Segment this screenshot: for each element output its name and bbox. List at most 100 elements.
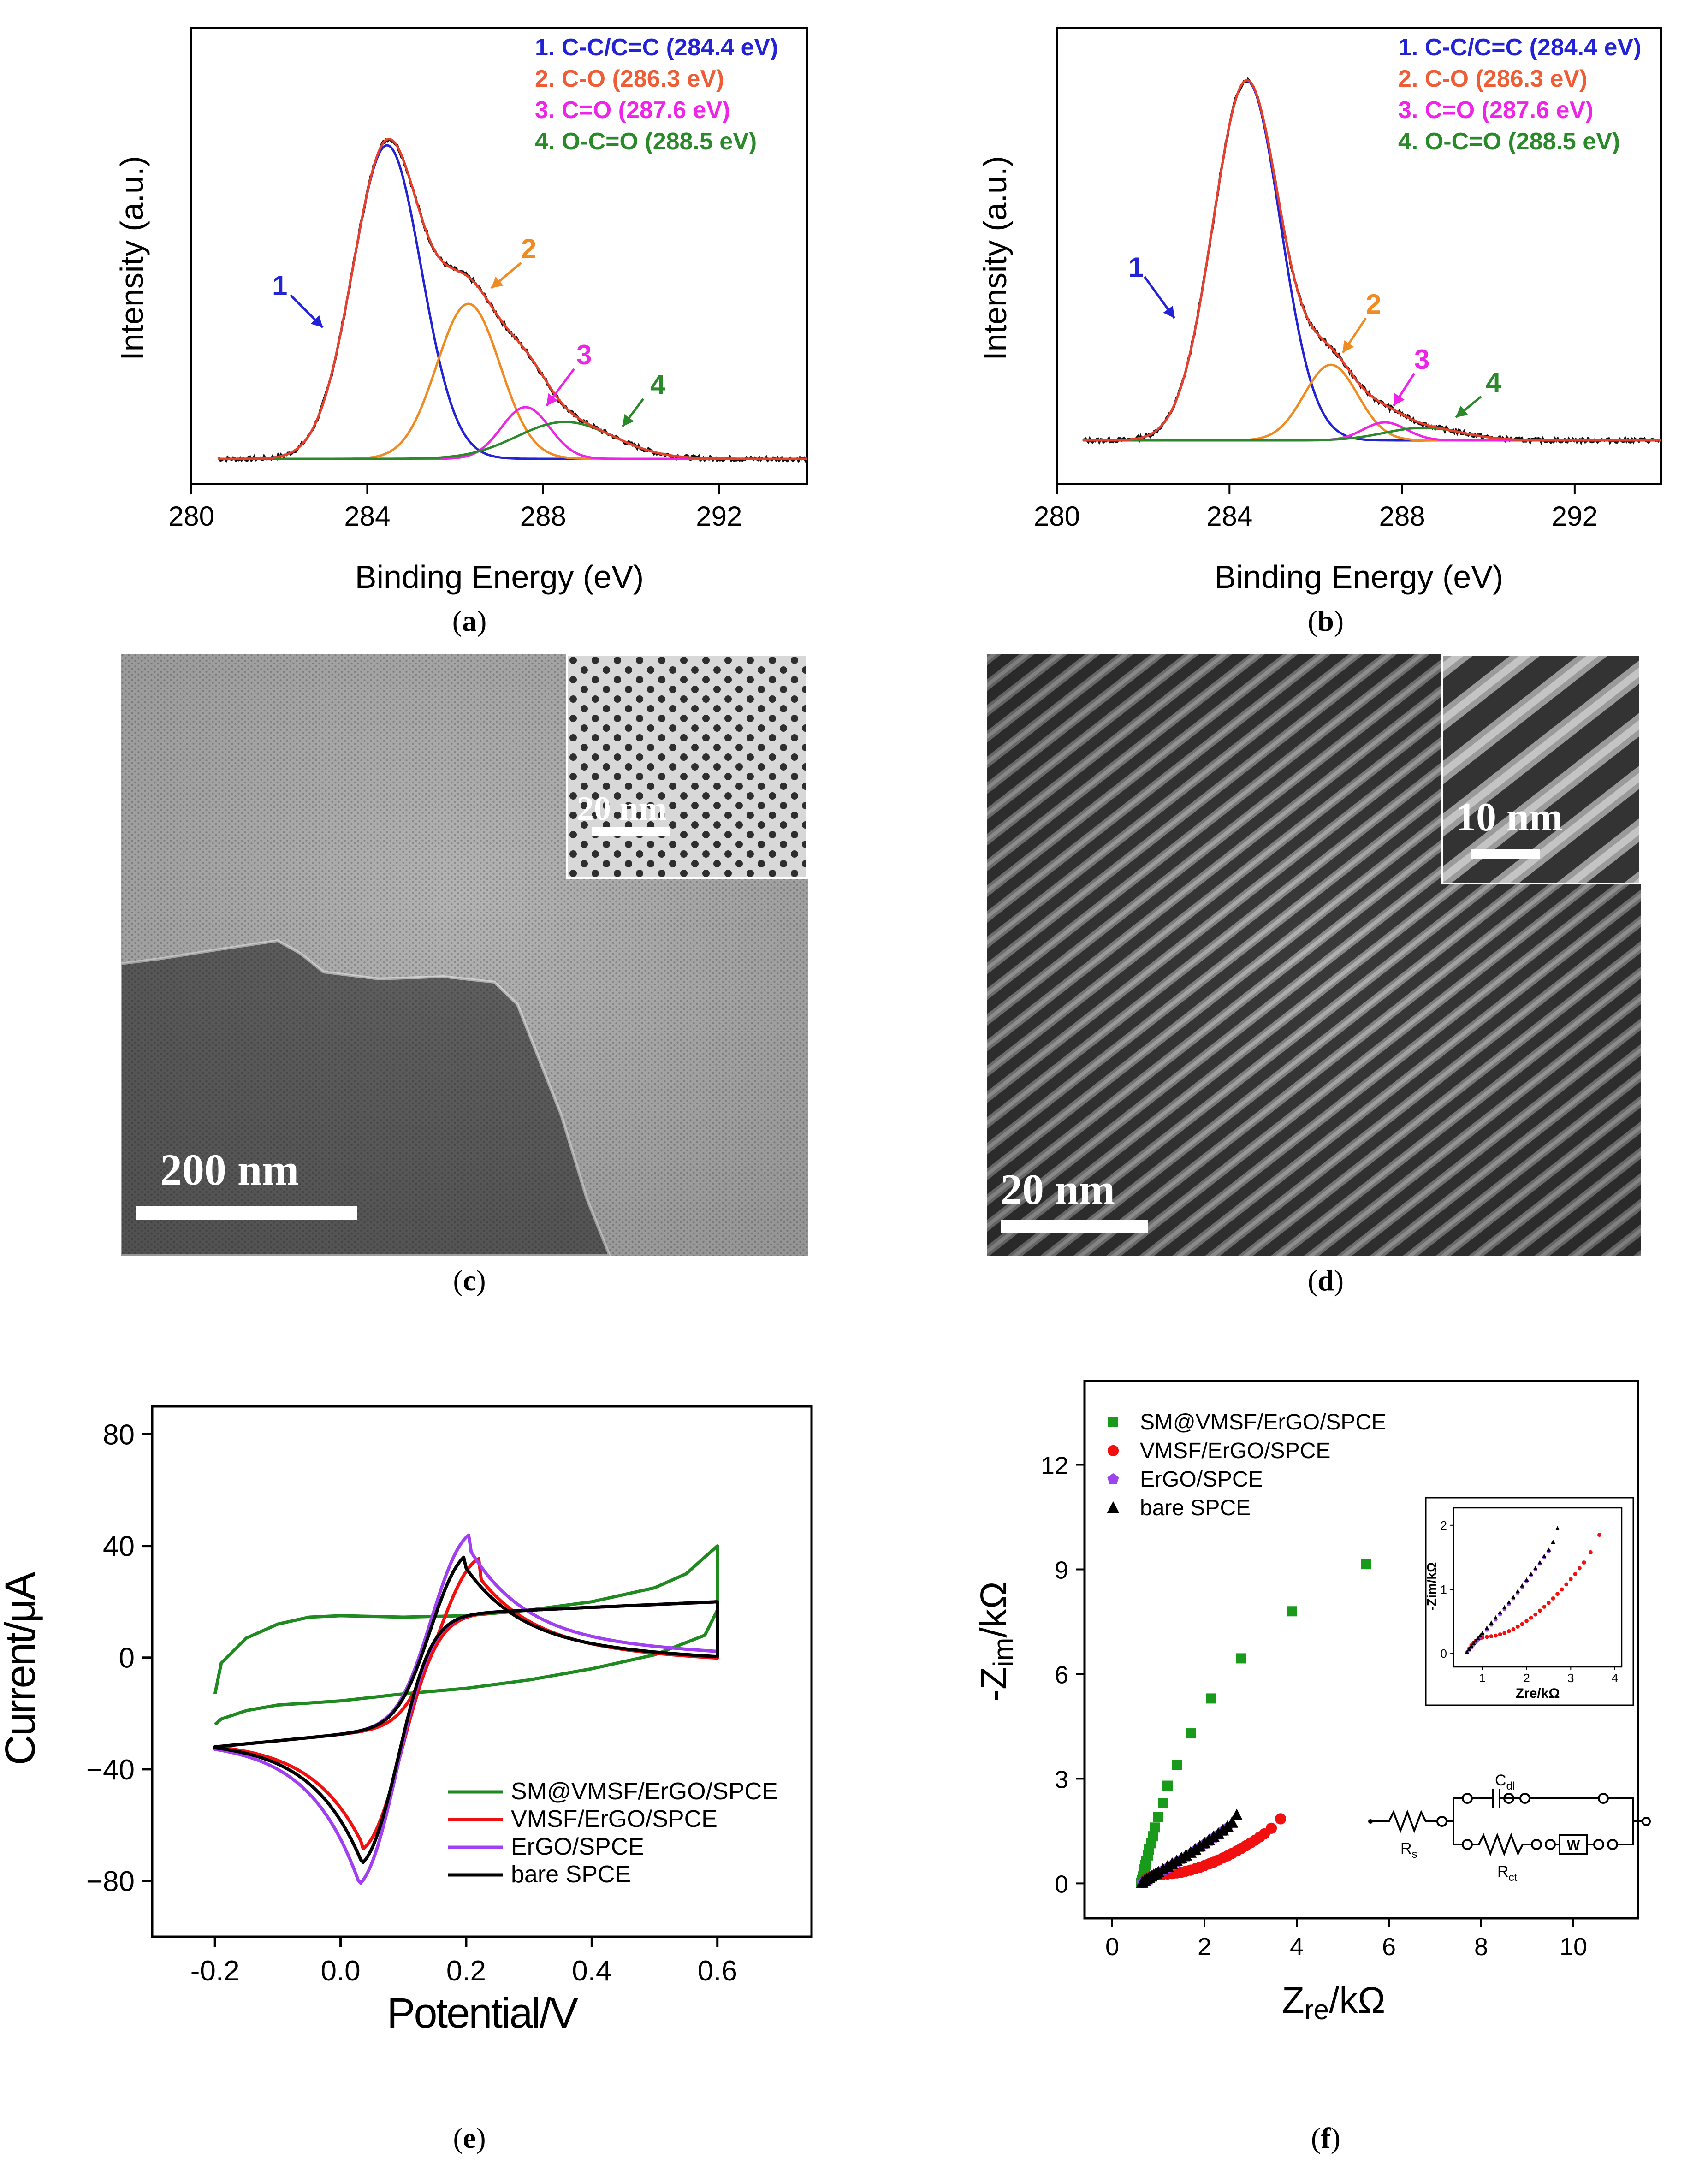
peak-label-2: 2: [1366, 289, 1381, 320]
tem-texture-c: [121, 654, 808, 1256]
inset-y-tick-label: 0: [1441, 1647, 1447, 1660]
plot-frame: [190, 27, 808, 485]
data-point: [1529, 1615, 1533, 1620]
legend-entry: VMSF/ErGO/SPCE: [1140, 1439, 1330, 1463]
data-point: [1515, 1589, 1520, 1594]
inset-y-label: -Zim/kΩ: [1424, 1562, 1439, 1611]
data-point: [1506, 1629, 1511, 1633]
data-point: [1150, 1822, 1160, 1833]
peak-label-3: 3: [576, 339, 592, 370]
data-point: [1564, 1582, 1569, 1587]
data-point: [1547, 1601, 1551, 1605]
y-tick-label: −80: [86, 1866, 135, 1897]
xps-chart-b: 280 284 288 292 1. C-C/C=C (284.4 eV) 2. C-O…: [977, 27, 1662, 595]
data-point: [1502, 1631, 1507, 1635]
x-tick-label: 288: [1379, 501, 1425, 532]
inset-frame: [1453, 1507, 1623, 1668]
peak-arrowhead: [491, 276, 504, 288]
legend-entry: SM@VMSF/ErGO/SPCE: [1140, 1410, 1386, 1435]
x-tick-label: 292: [696, 501, 742, 532]
x-tick-label: 280: [168, 501, 214, 532]
data-point: [1520, 1583, 1524, 1588]
component-curve-3: [1083, 421, 1661, 442]
data-point: [1153, 1812, 1163, 1822]
data-point: [1597, 1533, 1601, 1537]
warburg-label: W: [1567, 1838, 1580, 1853]
label-rct: Rct: [1497, 1863, 1518, 1884]
data-point: [1485, 1635, 1489, 1639]
scale-bar-main: [136, 1206, 357, 1220]
data-point: [1511, 1627, 1516, 1631]
peak-arrowhead: [1394, 393, 1405, 406]
data-point: [1582, 1560, 1586, 1565]
circuit-node: [1462, 1839, 1473, 1850]
envelope-curve: [218, 137, 807, 460]
legend-entry: VMSF/ErGO/SPCE: [511, 1806, 718, 1832]
y-axis-label: Intensity (a.u.): [114, 156, 150, 361]
y-tick-label: −40: [86, 1754, 135, 1786]
peak-arrowhead: [310, 315, 323, 327]
x-tick-label: 288: [520, 501, 566, 532]
scale-label-inset: 10 nm: [1456, 795, 1563, 840]
data-point: [1533, 1612, 1538, 1617]
scale-label-main: 200 nm: [160, 1145, 299, 1194]
x-tick-label: 284: [1206, 501, 1252, 532]
wire: [1447, 1797, 1463, 1822]
x-tick-label: 10: [1560, 1933, 1587, 1961]
data-point: [1478, 1633, 1483, 1638]
scale-bar-inset: [1471, 849, 1540, 859]
x-tick-label: 0.2: [446, 1955, 486, 1987]
peak-label-2: 2: [521, 233, 536, 264]
data-point: [1172, 1760, 1182, 1770]
data-point: [1511, 1595, 1516, 1599]
x-tick-label: 2: [1198, 1933, 1211, 1961]
y-tick-label: 6: [1055, 1661, 1068, 1689]
data-point: [1555, 1592, 1560, 1596]
legend-entry: bare SPCE: [511, 1861, 631, 1888]
scale-label-main: 20 nm: [1001, 1166, 1115, 1214]
data-point: [1537, 1608, 1542, 1613]
plot-frame: [1056, 27, 1662, 485]
envelope-curve: [1083, 79, 1661, 442]
data-point: [1158, 1798, 1168, 1808]
peak-arrowhead: [1456, 405, 1468, 417]
circuit-node: [1607, 1839, 1618, 1850]
data-point: [1480, 1631, 1485, 1635]
inset-frame-outer: [1425, 1497, 1634, 1706]
legend-entry: 4. O-C=O (288.5 eV): [535, 128, 757, 155]
x-tick-label: 8: [1474, 1933, 1488, 1961]
x-tick-label: 0: [1105, 1933, 1119, 1961]
data-point: [1498, 1632, 1502, 1636]
x-tick-label: 284: [344, 501, 390, 532]
circuit-node: [1531, 1839, 1542, 1850]
legend-entry: 3. C=O (287.6 eV): [1398, 97, 1593, 124]
peak-label-3: 3: [1414, 344, 1429, 375]
data-point: [1537, 1560, 1542, 1565]
legend-entry: 1. C-C/C=C (284.4 eV): [1398, 34, 1641, 61]
data-point: [1107, 1445, 1119, 1457]
data-point: [1265, 1822, 1277, 1834]
data-point: [1489, 1620, 1494, 1625]
data-point: [1502, 1605, 1507, 1609]
data-point: [1506, 1600, 1512, 1604]
data-point: [1533, 1565, 1538, 1571]
caption-c: (c): [453, 1264, 486, 1297]
component-curve-2: [218, 302, 807, 460]
data-point: [1108, 1417, 1118, 1427]
legend-entry: 3. C=O (287.6 eV): [535, 97, 730, 124]
peak-label-1: 1: [1128, 252, 1144, 283]
legend-entry: 2. C-O (286.3 eV): [535, 65, 724, 92]
peak-arrowhead: [546, 393, 558, 406]
inset-x-label: Zre/kΩ: [1516, 1686, 1560, 1701]
scale-label-inset: 20 nm: [577, 790, 667, 828]
x-axis-label: Zre/kΩ: [1282, 1980, 1385, 2025]
panel-a: 280 284 288 292 1. C-C/C=C (284.4 eV) 2. C-O…: [0, 0, 854, 655]
data-point: [1107, 1501, 1120, 1513]
inset-y-tick-label: 2: [1441, 1518, 1447, 1532]
data-point: [1236, 1653, 1246, 1664]
data-point: [1484, 1625, 1489, 1630]
x-tick-label: 292: [1552, 501, 1598, 532]
data-point: [1529, 1571, 1533, 1576]
x-axis-label: Potential/V: [387, 1990, 578, 2037]
